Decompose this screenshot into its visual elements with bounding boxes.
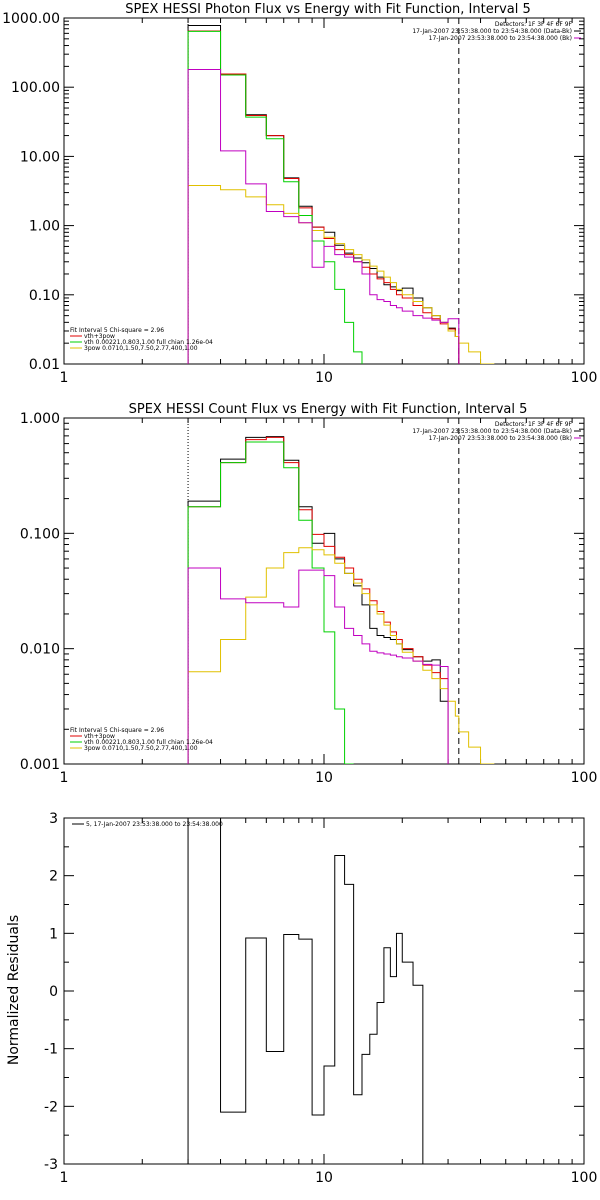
- series-line-residuals: [187, 818, 424, 1164]
- x-tick-label: 100: [571, 1170, 598, 1186]
- y-tick-label: 1: [49, 926, 58, 942]
- y-tick-label: 0.01: [29, 357, 60, 373]
- legend-top-text: 5, 17-Jan-2007 23:53:38.000 to 23:54:38.…: [86, 821, 223, 828]
- x-tick-label: 10: [315, 770, 333, 786]
- x-tick-label: 10: [315, 370, 333, 386]
- plot-frame: [63, 17, 585, 365]
- y-tick-label: 1000.00: [2, 11, 60, 27]
- series-line-3pow: [187, 547, 495, 764]
- y-tick-label: 1.00: [29, 219, 60, 235]
- x-tick-label: 1: [60, 370, 69, 386]
- legend-bottom-text: vth 0.00221,0.803,1.00 full chian 1.26e-…: [84, 339, 213, 346]
- series-line-bk: [187, 69, 460, 364]
- legend-top-text: Detectors: 1F 3F 4F 6F 9F: [495, 21, 573, 28]
- y-tick-label: -3: [44, 1157, 58, 1173]
- legend-top-text: 17-Jan-2007 23:53:38.000 to 23:54:38.000…: [412, 428, 572, 435]
- y-tick-label: 1.000: [20, 411, 60, 427]
- residuals-panel: Normalized Residuals 1 10 1003210-1-2-35, …: [6, 811, 597, 1186]
- count-flux-panel: SPEX HESSI Count Flux vs Energy with Fit…: [20, 402, 597, 786]
- x-tick-label: 1: [60, 770, 69, 786]
- legend-bottom-text: 3pow 0.0710,1.50,7.50,2.77,400,1.00: [84, 745, 198, 752]
- legend-top-text: Detectors: 1F 3F 4F 6F 9F: [495, 421, 573, 428]
- series-line-vth: [187, 441, 354, 764]
- y-tick-label: 0.001: [20, 757, 60, 773]
- y-tick-label: 0.100: [20, 526, 60, 542]
- y-tick-label: 100.00: [11, 80, 60, 96]
- y-tick-label: 0: [49, 984, 58, 1000]
- legend-top-text: 17-Jan-2007 23:53:38.000 to 23:54:38.000…: [412, 28, 572, 35]
- x-tick-label: 100: [571, 370, 598, 386]
- y-tick-label: -1: [44, 1042, 58, 1058]
- series-group: [187, 24, 495, 364]
- y-tick-label: 3: [49, 811, 58, 827]
- x-tick-label: 10: [315, 1170, 333, 1186]
- legend-bottom-text: Fit Interval 5 Chi-square = 2.96: [70, 727, 164, 734]
- y-tick-label: 10.00: [20, 149, 60, 165]
- legend-top-text: 17-Jan-2007 23:53:38.000 to 23:54:38.000…: [429, 35, 572, 42]
- legend-top-text: 17-Jan-2007 23:53:38.000 to 23:54:38.000…: [429, 435, 572, 442]
- photon-flux-panel: SPEX HESSI Photon Flux vs Energy with Fi…: [2, 2, 597, 386]
- series-line-vth-3pow: [187, 436, 449, 764]
- legend-bottom-text: 3pow 0.0710,1.50,7.50,2.77,400,1.00: [84, 345, 198, 352]
- series-line-vth: [187, 30, 371, 364]
- series-line-bk: [187, 567, 449, 764]
- y-tick-label: -2: [44, 1099, 58, 1115]
- photon-chart-title: SPEX HESSI Photon Flux vs Energy with Fi…: [125, 2, 531, 17]
- count-chart-title: SPEX HESSI Count Flux vs Energy with Fit…: [129, 402, 528, 417]
- series-line-3pow: [187, 184, 495, 364]
- y-tick-label: 2: [49, 869, 58, 885]
- x-tick-label: 100: [571, 770, 598, 786]
- series-line-data-bk: [187, 24, 460, 364]
- series-group: [187, 436, 495, 764]
- legend-bottom-text: Fit Interval 5 Chi-square = 2.96: [70, 327, 164, 334]
- y-tick-label: 0.10: [29, 288, 60, 304]
- legend-bottom-text: vth+3pow: [84, 733, 115, 740]
- legend-bottom-text: vth+3pow: [84, 333, 115, 340]
- series-line-data-bk: [187, 436, 449, 764]
- series-group: [187, 818, 424, 1164]
- y-tick-label: 0.010: [20, 642, 60, 658]
- legend-bottom-text: vth 0.00221,0.803,1.00 full chian 1.26e-…: [84, 739, 213, 746]
- residuals-y-label: Normalized Residuals: [6, 915, 22, 1065]
- x-tick-label: 1: [60, 1170, 69, 1186]
